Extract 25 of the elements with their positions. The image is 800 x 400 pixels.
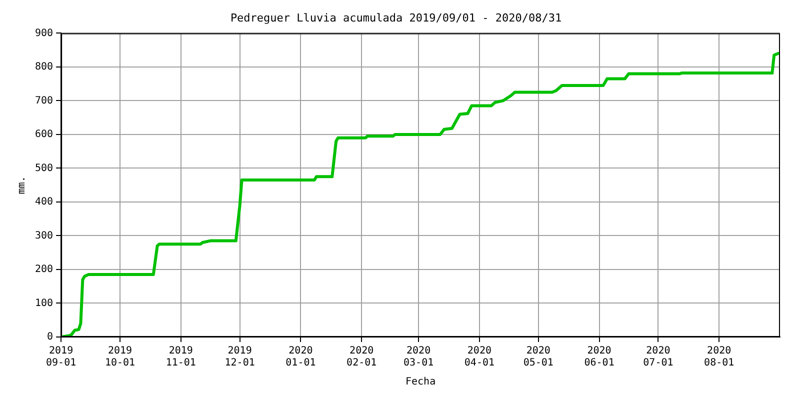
y-tick-label: 400 — [35, 196, 54, 208]
y-tick-label: 700 — [35, 95, 54, 106]
y-tick-label: 600 — [35, 129, 54, 140]
x-tick-label: 2020 07-01 — [643, 346, 674, 369]
x-tick-label: 2020 08-01 — [704, 346, 734, 369]
x-tick-label: 2019 09-01 — [46, 346, 76, 369]
y-tick-label: 0 — [47, 332, 54, 343]
y-tick-label: 900 — [35, 28, 54, 39]
x-tick-label: 2020 02-01 — [346, 346, 377, 369]
x-tick-label: 2019 12-01 — [224, 346, 255, 369]
chart-title: Pedreguer Lluvia acumulada 2019/09/01 - 2020/08/31 — [230, 11, 562, 24]
x-tick-label: 2020 04-01 — [464, 346, 495, 369]
y-axis-title: mm. — [16, 176, 28, 194]
y-tick-label: 500 — [35, 162, 54, 174]
x-tick-label: 2020 01-01 — [286, 346, 316, 369]
y-tick-label: 300 — [35, 230, 54, 242]
x-tick-label: 2020 05-01 — [523, 346, 554, 369]
y-tick-label: 200 — [35, 264, 54, 276]
x-tick-label: 2019 10-01 — [104, 346, 136, 369]
x-tick-label: 2020 06-01 — [584, 346, 614, 369]
x-axis-title: Fecha — [405, 376, 436, 388]
x-tick-label: 2019 11-01 — [166, 346, 196, 369]
x-tick-label: 2020 03-01 — [404, 346, 434, 369]
y-tick-label: 100 — [35, 298, 54, 309]
y-tick-label: 800 — [35, 62, 54, 73]
